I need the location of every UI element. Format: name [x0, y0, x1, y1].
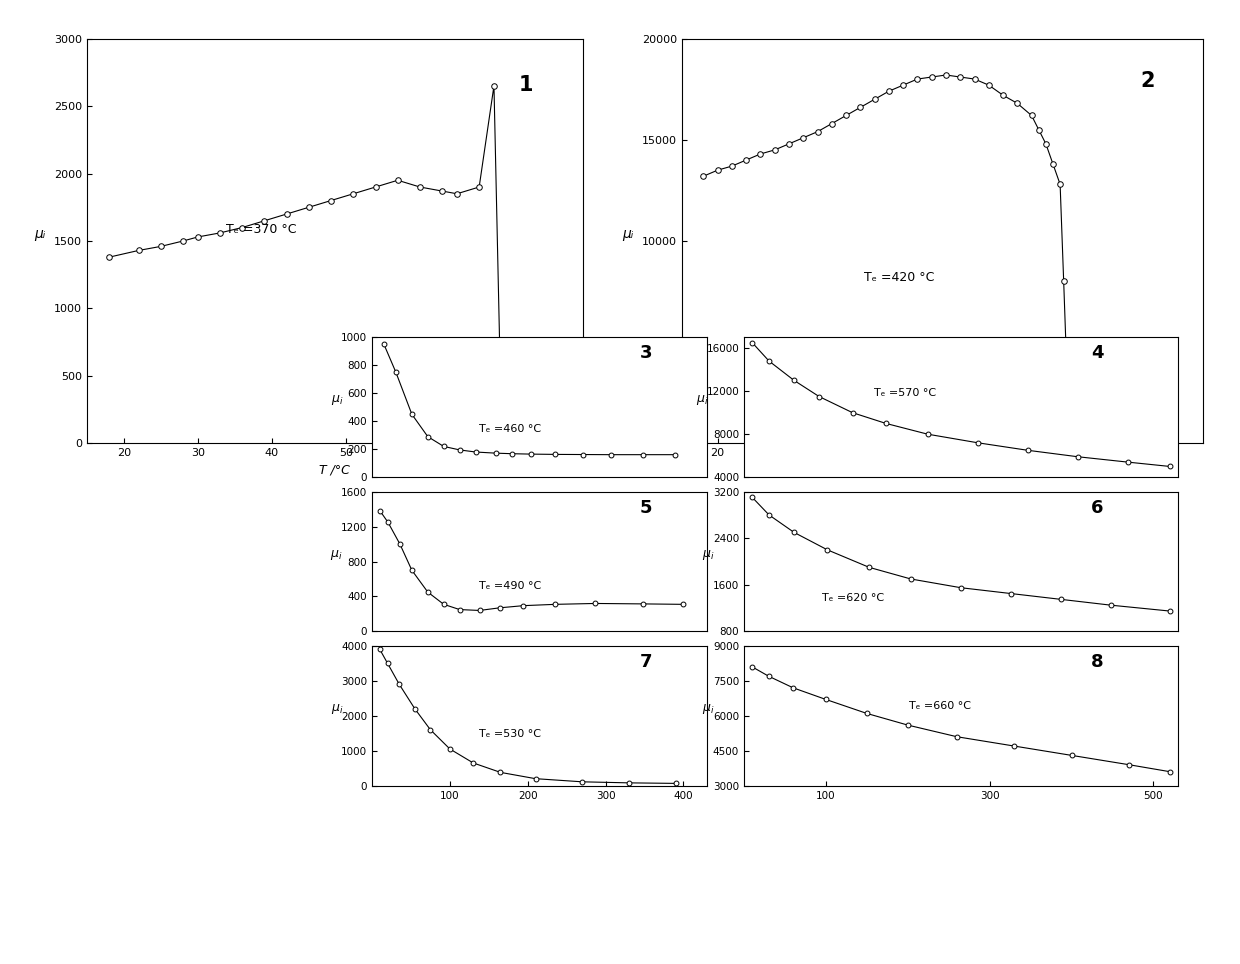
Y-axis label: $\mu_i$: $\mu_i$	[331, 393, 343, 407]
Y-axis label: $\mu_i$: $\mu_i$	[331, 702, 343, 715]
Y-axis label: $\mu_i$: $\mu_i$	[696, 393, 708, 407]
Y-axis label: μᵢ: μᵢ	[35, 227, 46, 241]
Text: 3: 3	[640, 344, 652, 362]
Text: Tₑ =490 °C: Tₑ =490 °C	[479, 581, 542, 592]
Text: 1: 1	[518, 75, 533, 95]
Text: Tₑ =570 °C: Tₑ =570 °C	[874, 388, 936, 398]
X-axis label: T /°C: T /°C	[320, 464, 350, 477]
Text: Tₑ =420 °C: Tₑ =420 °C	[864, 272, 935, 284]
Y-axis label: $\mu_i$: $\mu_i$	[703, 548, 715, 561]
Text: 2: 2	[1141, 71, 1154, 92]
Y-axis label: μᵢ: μᵢ	[622, 227, 634, 241]
X-axis label: T /°C: T /°C	[928, 464, 957, 477]
Text: Tₑ =620 °C: Tₑ =620 °C	[822, 593, 884, 602]
Text: Tₑ =460 °C: Tₑ =460 °C	[479, 424, 542, 435]
Text: 7: 7	[640, 653, 652, 671]
Text: Tₑ =660 °C: Tₑ =660 °C	[909, 701, 971, 710]
Text: Tₑ =370 °C: Tₑ =370 °C	[226, 223, 296, 236]
Text: 8: 8	[1091, 653, 1104, 671]
Y-axis label: $\mu_i$: $\mu_i$	[703, 702, 715, 715]
Text: 4: 4	[1091, 344, 1104, 362]
Text: 5: 5	[640, 498, 652, 517]
Text: 6: 6	[1091, 498, 1104, 517]
Y-axis label: $\mu_i$: $\mu_i$	[331, 548, 343, 561]
Text: Tₑ =530 °C: Tₑ =530 °C	[479, 729, 541, 738]
